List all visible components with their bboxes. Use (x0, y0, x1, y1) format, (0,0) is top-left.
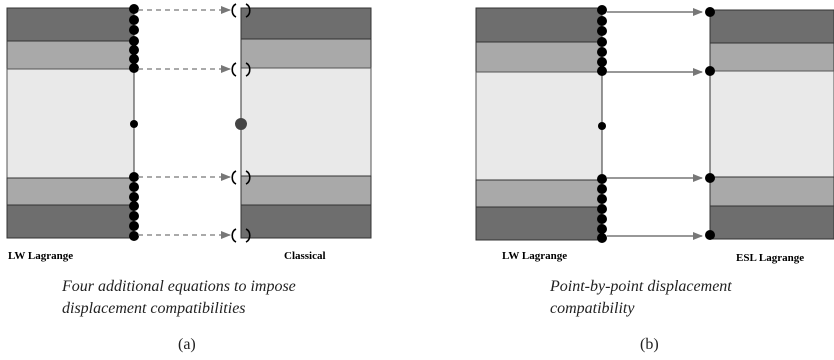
layer-bottom-middle (240, 175, 372, 206)
node (705, 230, 715, 240)
panel-a-right-laminate (240, 7, 372, 239)
bracket-marker (231, 170, 251, 185)
node (129, 201, 139, 211)
node (129, 15, 139, 25)
panel-a-right-label: Classical (284, 250, 326, 262)
layer-top-outer (475, 7, 603, 43)
node (597, 57, 607, 67)
node (597, 47, 607, 57)
panel-b-left-label: LW Lagrange (502, 250, 567, 262)
layer-top-middle (709, 42, 834, 72)
node (129, 54, 139, 64)
classical-center-node (235, 118, 247, 130)
node (130, 120, 138, 128)
layer-bottom-middle (6, 177, 135, 206)
node (129, 36, 139, 46)
node (705, 173, 715, 183)
node (597, 233, 607, 243)
panel-b-right-label: ESL Lagrange (736, 252, 804, 264)
node (129, 45, 139, 55)
node (597, 174, 607, 184)
panel-b: LW Lagrange ESL Lagrange (475, 5, 834, 264)
node (705, 66, 715, 76)
layer-bottom-outer (6, 204, 135, 239)
panel-a-sublabel: (a) (178, 336, 196, 353)
node (129, 63, 139, 73)
bracket-marker (231, 228, 251, 243)
panel-b-left-nodes (597, 5, 607, 243)
layer-bottom-outer (709, 205, 834, 240)
node (597, 184, 607, 194)
node (129, 231, 139, 241)
panel-b-caption: Point-by-point displacement compatibilit… (550, 276, 732, 320)
layer-bottom-middle (709, 176, 834, 207)
layer-top-outer (6, 7, 135, 42)
node (597, 26, 607, 36)
panel-a: LW Lagrange Classical (6, 3, 372, 262)
panel-a-caption-line1: Four additional equations to impose (62, 278, 296, 295)
layer-core (240, 67, 372, 177)
bracket-marker (231, 62, 251, 77)
panel-a-left-nodes (129, 4, 139, 241)
layer-top-middle (240, 38, 372, 69)
layer-bottom-outer (475, 206, 603, 241)
panel-b-right-nodes (705, 7, 715, 240)
node (129, 182, 139, 192)
node (597, 5, 607, 15)
layer-top-outer (709, 9, 834, 44)
node (597, 214, 607, 224)
node (597, 16, 607, 26)
node (597, 37, 607, 47)
node (597, 66, 607, 76)
node (597, 204, 607, 214)
panel-a-bracket-markers (231, 3, 251, 243)
bracket-marker (231, 3, 251, 18)
layer-top-outer (240, 7, 372, 40)
panel-b-caption-line1: Point-by-point displacement (550, 278, 732, 295)
layer-core (6, 68, 135, 179)
layer-core (475, 71, 603, 181)
layer-bottom-middle (475, 179, 603, 208)
node (129, 25, 139, 35)
panel-b-right-laminate (709, 9, 834, 240)
panel-b-sublabel: (b) (640, 336, 659, 353)
layer-core (709, 70, 834, 178)
node (597, 224, 607, 234)
node (129, 192, 139, 202)
layer-top-middle (6, 40, 135, 70)
panel-a-caption: Four additional equations to impose disp… (62, 276, 296, 320)
node (597, 194, 607, 204)
node (705, 7, 715, 17)
panel-a-dashed-arrows (138, 6, 231, 239)
panel-a-caption-line2: displacement compatibilities (62, 300, 246, 317)
panel-b-left-laminate (475, 7, 603, 241)
node (598, 122, 606, 130)
node (129, 211, 139, 221)
layer-bottom-outer (240, 204, 372, 239)
panel-a-left-laminate (6, 7, 135, 239)
node (129, 221, 139, 231)
panel-b-caption-line2: compatibility (550, 300, 635, 317)
node (129, 172, 139, 182)
layer-top-middle (475, 41, 603, 73)
panel-b-solid-arrows (607, 8, 703, 240)
node (129, 4, 139, 14)
panel-a-left-label: LW Lagrange (8, 250, 73, 262)
